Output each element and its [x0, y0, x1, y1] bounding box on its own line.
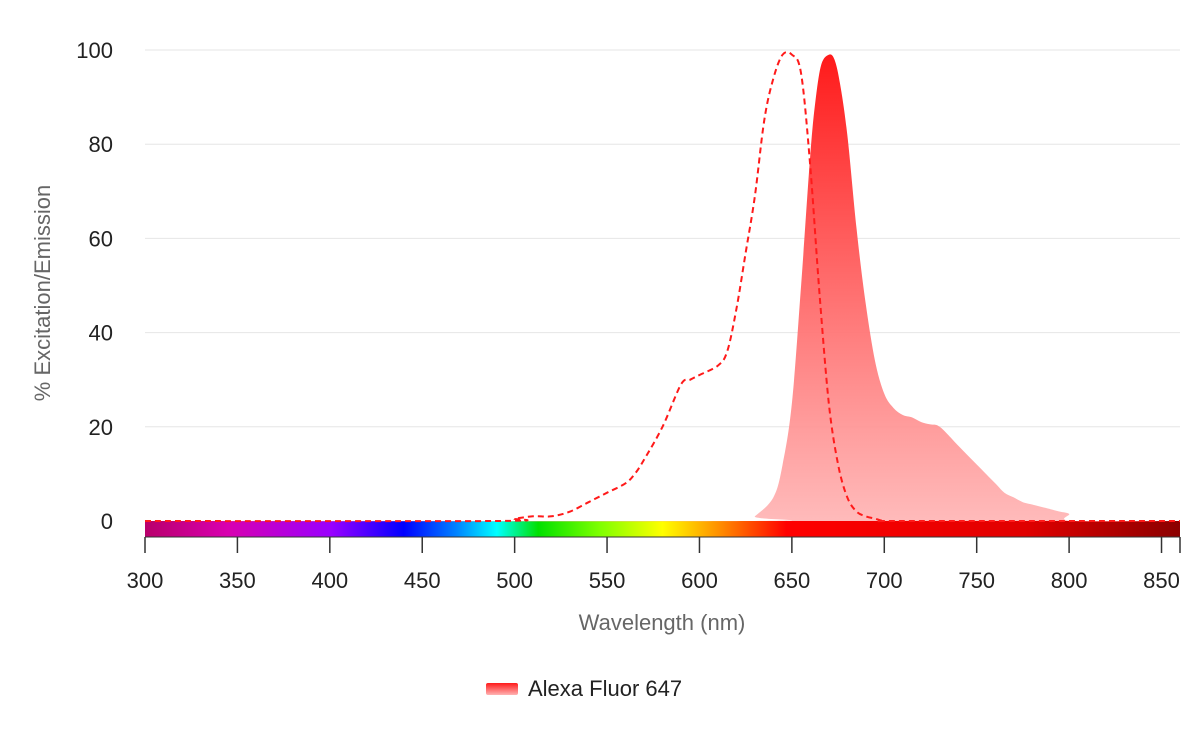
- y-axis-title: % Excitation/Emission: [30, 185, 55, 401]
- x-tick-label: 600: [681, 568, 718, 593]
- x-tick-label: 800: [1051, 568, 1088, 593]
- y-tick-label: 20: [89, 415, 113, 440]
- emission-area: [145, 54, 1180, 522]
- x-tick-label: 350: [219, 568, 256, 593]
- x-tick-label: 850: [1143, 568, 1180, 593]
- x-axis-title: Wavelength (nm): [579, 610, 746, 635]
- legend-label: Alexa Fluor 647: [528, 676, 683, 701]
- y-axis: 0 20 40 60 80 100: [76, 38, 113, 534]
- legend[interactable]: Alexa Fluor 647: [486, 676, 682, 702]
- x-tick-label: 650: [774, 568, 811, 593]
- x-tick-label: 750: [958, 568, 995, 593]
- x-tick-label: 300: [127, 568, 164, 593]
- x-tick-label: 550: [589, 568, 626, 593]
- wavelength-color-bar: [145, 521, 1180, 537]
- excitation-line: [144, 51, 1180, 523]
- gridlines: [145, 49, 1180, 428]
- y-tick-label: 0: [101, 509, 113, 534]
- x-tick-label: 400: [311, 568, 348, 593]
- y-tick-label: 80: [89, 132, 113, 157]
- y-tick-label: 40: [89, 321, 113, 346]
- x-tick-label: 500: [496, 568, 533, 593]
- x-tick-label: 450: [404, 568, 441, 593]
- legend-swatch-icon: [486, 683, 518, 695]
- y-tick-label: 60: [89, 226, 113, 251]
- x-axis: 300 350 400 450 500 550 600 650 700 750 800 850: [127, 536, 1181, 593]
- y-tick-label: 100: [76, 38, 113, 63]
- x-tick-label: 700: [866, 568, 903, 593]
